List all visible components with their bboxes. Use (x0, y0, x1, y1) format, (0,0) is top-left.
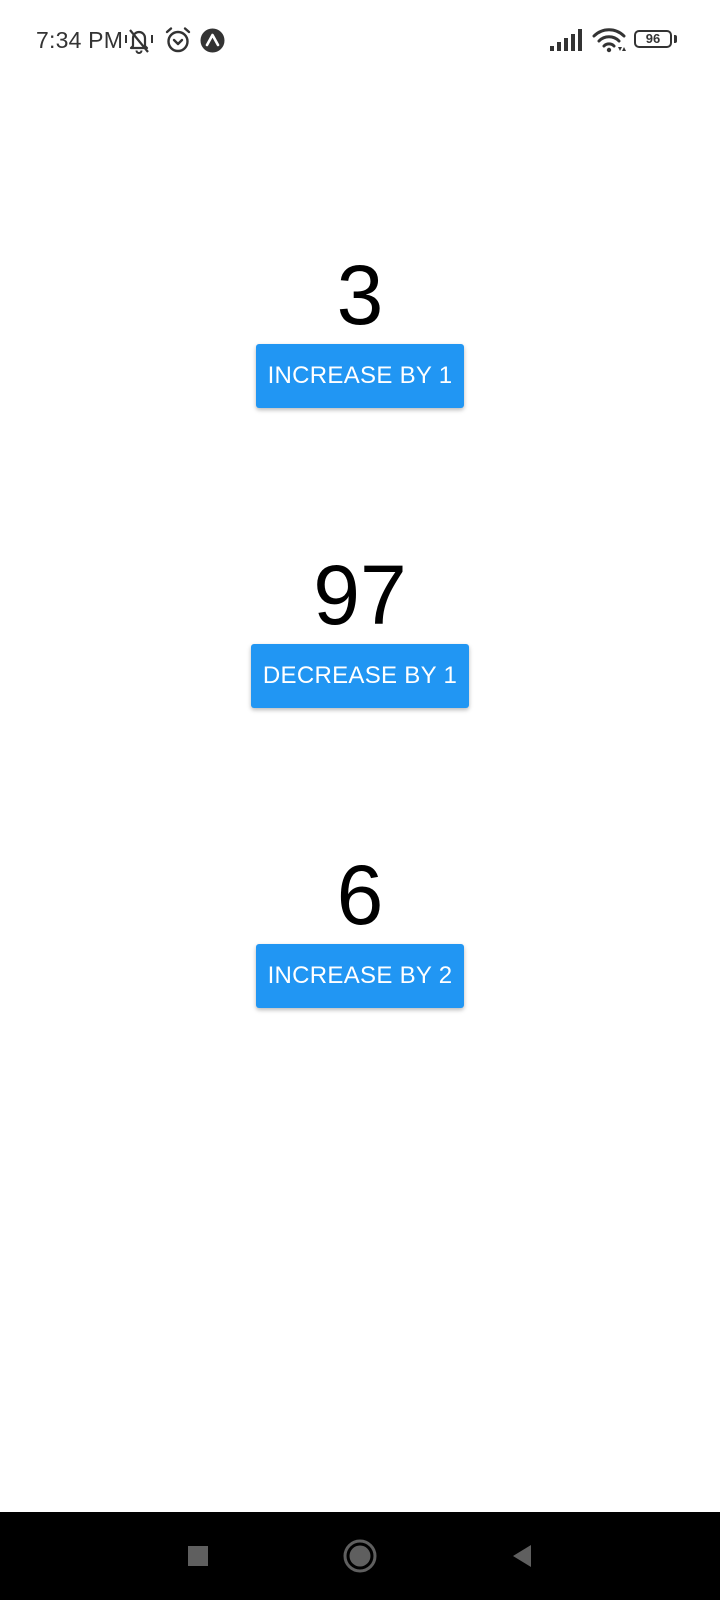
counter-value-3: 6 (336, 848, 384, 942)
recents-button[interactable] (153, 1512, 243, 1600)
battery-level: 96 (645, 31, 661, 46)
status-bar: 7:34 PM 96 (0, 0, 720, 80)
home-button[interactable] (315, 1512, 405, 1600)
battery-icon (634, 30, 672, 48)
vibrate-mute-icon (125, 29, 153, 54)
counter-value-2: 97 (313, 548, 407, 642)
system-nav-bar (0, 1512, 720, 1600)
counter-block-2: 97 DECREASE BY 1 (0, 550, 720, 708)
battery-tip (674, 35, 677, 43)
recents-square-icon (188, 1546, 208, 1566)
back-button[interactable] (477, 1512, 567, 1600)
home-circle-icon (343, 1539, 377, 1573)
alarm-icon (165, 27, 191, 53)
increase-by-1-button[interactable]: INCREASE BY 1 (255, 344, 465, 408)
back-triangle-icon (513, 1545, 531, 1567)
increase-by-2-button[interactable]: INCREASE BY 2 (255, 944, 465, 1008)
decrease-by-1-button[interactable]: DECREASE BY 1 (250, 644, 470, 708)
status-time: 7:34 PM (36, 27, 124, 53)
counter-value-1: 3 (336, 248, 384, 342)
counter-block-1: 3 INCREASE BY 1 (0, 250, 720, 408)
signal-icon (550, 29, 582, 51)
counter-block-3: 6 INCREASE BY 2 (0, 850, 720, 1008)
wifi-icon (592, 28, 626, 53)
navigation-arrow-icon (200, 28, 225, 53)
